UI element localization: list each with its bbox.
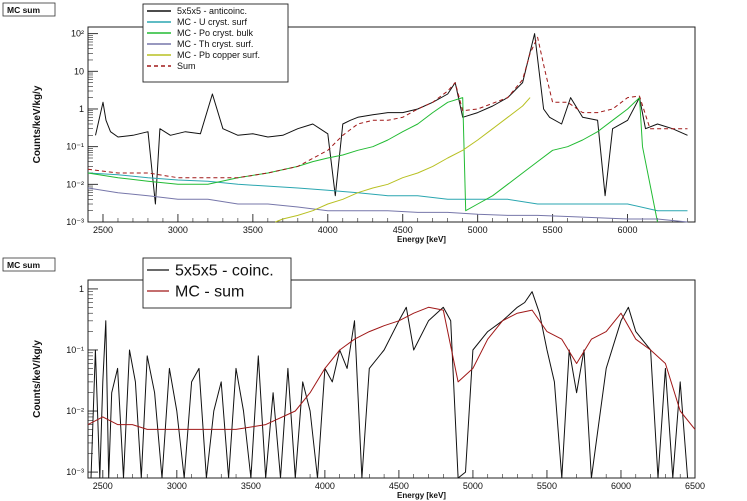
panel1-label-box (2, 2, 56, 17)
panel2-label-box (2, 257, 56, 272)
panel1-x-tick-label: 3000 (168, 225, 188, 235)
panel1-y-tick-label: 10 (74, 66, 84, 76)
panel2-series-2-line (87, 306, 696, 430)
panel2-x-tick-label: 5500 (537, 481, 557, 491)
panel1-y-tick-label: 1 (79, 104, 84, 114)
panel2-y-tick-label: 1 (79, 284, 84, 294)
panel1-series-6-line (87, 36, 688, 179)
panel1-legend-label-1: 5x5x5 - anticoinc. (177, 6, 247, 16)
panel1-x-tick-label: 2500 (93, 225, 113, 235)
panel2-legend-box (142, 257, 292, 309)
panel1-y-tick-label: 10⁻³ (66, 217, 84, 227)
panel1-y-tick-label: 10² (71, 29, 84, 39)
panel2-x-tick-label: 4500 (389, 481, 409, 491)
panel2-y-tick-label: 10⁻² (66, 406, 84, 416)
panel1-y-tick-label: 10⁻¹ (66, 142, 84, 152)
panel1-x-tick-label: 5500 (543, 225, 563, 235)
panel2-x-axis-title: Energy [keV] (397, 491, 446, 500)
panel1-legend-label-6: Sum (177, 61, 196, 71)
panel1-legend-label-3: MC - Po cryst. bulk (177, 28, 254, 38)
panel2-x-tick-label: 6000 (611, 481, 631, 491)
panel2-x-tick-label: 5000 (463, 481, 483, 491)
panel2-x-tick-label: 3000 (167, 481, 187, 491)
panel1-x-tick-label: 4000 (318, 225, 338, 235)
panel1-x-tick-label: 5000 (468, 225, 488, 235)
panel1-series-5-line (275, 97, 531, 223)
panel1-y-axis-title: Counts/keV/kg/y (32, 85, 43, 163)
panel1-legend-label-5: MC - Pb copper surf. (177, 50, 260, 60)
panel2-x-tick-label: 3500 (241, 481, 261, 491)
panel2-plot-frame (87, 279, 696, 479)
panel1-label: MC sum (7, 5, 41, 15)
panel2-y-tick-label: 10⁻¹ (66, 345, 84, 355)
panel2-legend-label-2: MC - sum (175, 284, 244, 301)
panel1-series-1-line (95, 33, 688, 205)
panel1-y-tick-label: 10⁻² (66, 179, 84, 189)
panel1-series-2-line (87, 172, 688, 212)
panel1-legend-box (142, 3, 289, 83)
panel2-legend-label-1: 5x5x5 - coinc. (175, 263, 274, 280)
panel2-y-axis-title: Counts/keV/kg/y (32, 340, 43, 418)
panel1-x-axis-title: Energy [keV] (397, 235, 446, 244)
panel2-x-tick-label: 2500 (93, 481, 113, 491)
panel2-y-tick-label: 10⁻³ (66, 467, 84, 477)
panel2-series-1-line (90, 291, 689, 479)
panel2-label: MC sum (7, 260, 41, 270)
panel1-x-tick-label: 4500 (393, 225, 413, 235)
panel1-x-tick-label: 3500 (243, 225, 263, 235)
panel1-legend-label-4: MC - Th cryst. surf. (177, 39, 253, 49)
panel1-series-4-line (87, 187, 688, 223)
panel1-legend-label-2: MC - U cryst. surf (177, 17, 247, 27)
panel1-series-3-line (87, 97, 658, 223)
panel2-x-tick-label: 4000 (315, 481, 335, 491)
panel2-x-tick-label: 6500 (685, 481, 705, 491)
panel1-x-tick-label: 6000 (618, 225, 638, 235)
